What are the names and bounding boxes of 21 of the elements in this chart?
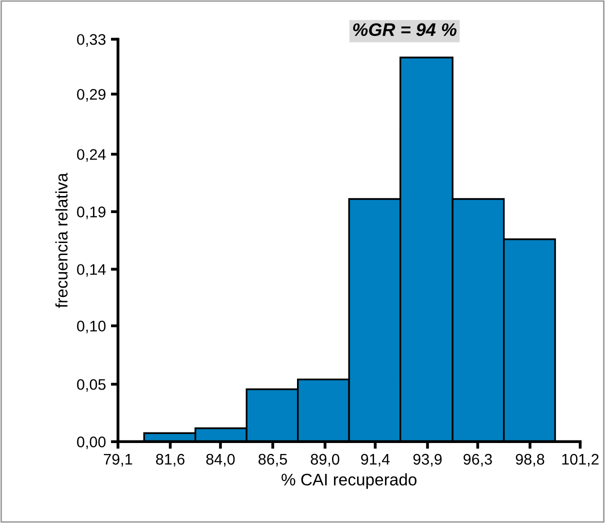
y-axis-title: frecuencia relativa xyxy=(55,172,68,308)
x-tick-label: 89,0 xyxy=(310,454,340,467)
x-tick-label: 98,8 xyxy=(516,454,544,467)
y-tick-label: 0,00 xyxy=(77,436,106,450)
x-tick-label: 93,9 xyxy=(413,454,442,467)
x-axis-title: % CAI recuperado xyxy=(282,473,416,489)
x-tick-label: 101,2 xyxy=(562,454,599,467)
y-tick-label: 0,10 xyxy=(77,320,106,334)
y-tick-label: 0,14 xyxy=(77,264,106,277)
x-tick-label: 96,3 xyxy=(464,454,492,467)
y-tick-label: 0,33 xyxy=(77,34,106,47)
x-tick-label: 86,5 xyxy=(258,454,287,467)
text: %GR = 94 % xyxy=(353,23,456,36)
y-tick-label: 0,24 xyxy=(77,149,106,162)
x-tick-label: 91,4 xyxy=(361,454,390,467)
y-tick-label: 0,29 xyxy=(77,88,106,102)
y-tick-label: 0,19 xyxy=(77,206,106,220)
x-tick-label: 79,1 xyxy=(104,454,132,467)
x-tick-label: 81,6 xyxy=(156,454,184,467)
x-tick-label: 84,0 xyxy=(206,454,235,467)
y-tick-label: 0,05 xyxy=(77,379,106,392)
